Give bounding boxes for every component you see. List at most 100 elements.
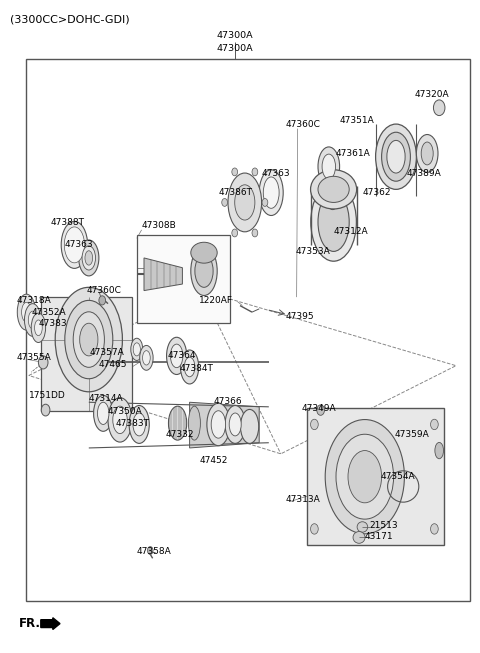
Text: 47357A: 47357A — [90, 348, 125, 357]
Text: 1751DD: 1751DD — [29, 390, 66, 400]
Ellipse shape — [143, 351, 150, 365]
Ellipse shape — [35, 320, 42, 336]
Ellipse shape — [416, 135, 438, 172]
Ellipse shape — [240, 409, 259, 443]
Ellipse shape — [435, 443, 444, 458]
Circle shape — [147, 547, 153, 554]
Ellipse shape — [167, 338, 187, 375]
Ellipse shape — [263, 177, 279, 208]
Ellipse shape — [353, 532, 365, 543]
Circle shape — [222, 199, 228, 206]
Ellipse shape — [24, 304, 41, 336]
Bar — [137, 235, 230, 323]
Text: 47383: 47383 — [38, 319, 67, 328]
Text: 47366: 47366 — [214, 397, 242, 406]
Ellipse shape — [382, 133, 410, 182]
Ellipse shape — [318, 193, 349, 251]
Ellipse shape — [318, 147, 340, 186]
Ellipse shape — [94, 395, 113, 432]
Text: 47354A: 47354A — [381, 472, 415, 481]
Ellipse shape — [376, 124, 417, 189]
Text: 47465: 47465 — [99, 360, 127, 369]
Ellipse shape — [22, 302, 31, 322]
Ellipse shape — [113, 406, 127, 434]
Text: 47361A: 47361A — [336, 149, 371, 158]
Ellipse shape — [387, 140, 405, 173]
Text: FR.: FR. — [19, 617, 41, 630]
Circle shape — [317, 405, 324, 415]
Circle shape — [433, 100, 445, 116]
Text: 47355A: 47355A — [17, 353, 51, 362]
Ellipse shape — [85, 251, 93, 265]
Text: 47384T: 47384T — [180, 364, 214, 374]
Ellipse shape — [228, 173, 262, 232]
Circle shape — [99, 296, 106, 305]
Text: 47312A: 47312A — [334, 227, 368, 236]
Text: 47349A: 47349A — [301, 404, 336, 413]
Ellipse shape — [311, 170, 357, 209]
Ellipse shape — [318, 176, 349, 202]
Text: 47383T: 47383T — [115, 419, 149, 428]
Circle shape — [262, 199, 268, 206]
Text: 47363: 47363 — [262, 168, 290, 178]
Ellipse shape — [131, 338, 143, 360]
Bar — [41, 297, 132, 411]
Text: 47314A: 47314A — [89, 394, 123, 403]
Ellipse shape — [322, 154, 336, 179]
Text: 47318A: 47318A — [17, 296, 51, 305]
Text: 21513: 21513 — [370, 521, 398, 530]
Text: 47320A: 47320A — [414, 90, 449, 99]
FancyArrow shape — [41, 618, 60, 629]
Ellipse shape — [108, 398, 132, 442]
Text: 47308B: 47308B — [142, 221, 176, 230]
Text: 47363: 47363 — [65, 240, 94, 249]
Ellipse shape — [129, 406, 149, 443]
Ellipse shape — [259, 170, 283, 215]
Ellipse shape — [31, 313, 46, 342]
Text: 47353A: 47353A — [295, 247, 330, 256]
Text: 47362: 47362 — [362, 188, 391, 197]
Ellipse shape — [55, 287, 122, 392]
Text: 47359A: 47359A — [395, 430, 430, 439]
Ellipse shape — [357, 522, 368, 532]
Text: 47313A: 47313A — [286, 495, 320, 504]
Circle shape — [311, 524, 318, 534]
Ellipse shape — [17, 294, 36, 330]
Ellipse shape — [65, 300, 113, 379]
Ellipse shape — [225, 406, 245, 443]
Circle shape — [252, 168, 258, 176]
Ellipse shape — [168, 406, 187, 440]
Ellipse shape — [82, 246, 96, 270]
Ellipse shape — [207, 403, 230, 445]
Polygon shape — [190, 402, 259, 448]
Text: 47386T: 47386T — [218, 188, 252, 197]
Ellipse shape — [421, 142, 433, 165]
Ellipse shape — [28, 311, 37, 328]
Text: 47350A: 47350A — [108, 407, 143, 416]
Ellipse shape — [325, 420, 405, 534]
Text: 47352A: 47352A — [31, 308, 66, 317]
Ellipse shape — [133, 413, 145, 436]
Text: 47300A: 47300A — [217, 31, 253, 40]
Circle shape — [41, 404, 50, 416]
Ellipse shape — [97, 402, 109, 424]
Text: 47360C: 47360C — [286, 119, 321, 129]
Text: 47332: 47332 — [166, 430, 194, 439]
Ellipse shape — [61, 221, 88, 268]
Circle shape — [232, 168, 238, 176]
Ellipse shape — [191, 246, 217, 295]
Ellipse shape — [211, 411, 226, 438]
Text: 43171: 43171 — [365, 532, 394, 541]
Text: 47389A: 47389A — [407, 168, 442, 178]
Ellipse shape — [311, 183, 356, 261]
Text: 47388T: 47388T — [50, 217, 84, 227]
Circle shape — [431, 419, 438, 430]
Text: 47364: 47364 — [168, 351, 196, 360]
Text: (3300CC>DOHC-GDI): (3300CC>DOHC-GDI) — [10, 14, 129, 24]
Ellipse shape — [327, 193, 338, 210]
Ellipse shape — [80, 323, 98, 356]
Circle shape — [252, 229, 258, 237]
Ellipse shape — [180, 350, 199, 384]
Bar — [307, 408, 444, 545]
Circle shape — [232, 229, 238, 237]
